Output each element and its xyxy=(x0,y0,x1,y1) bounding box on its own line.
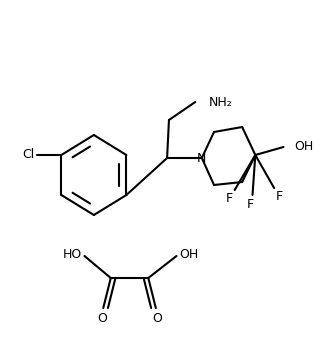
Text: Cl: Cl xyxy=(22,149,35,161)
Text: OH: OH xyxy=(179,247,198,261)
Text: NH₂: NH₂ xyxy=(208,95,232,109)
Text: F: F xyxy=(247,198,254,212)
Text: O: O xyxy=(152,311,162,324)
Text: F: F xyxy=(276,190,283,203)
Text: OH: OH xyxy=(295,141,314,153)
Text: F: F xyxy=(225,191,233,205)
Text: HO: HO xyxy=(63,247,82,261)
Text: N: N xyxy=(197,151,207,165)
Text: O: O xyxy=(97,311,107,324)
